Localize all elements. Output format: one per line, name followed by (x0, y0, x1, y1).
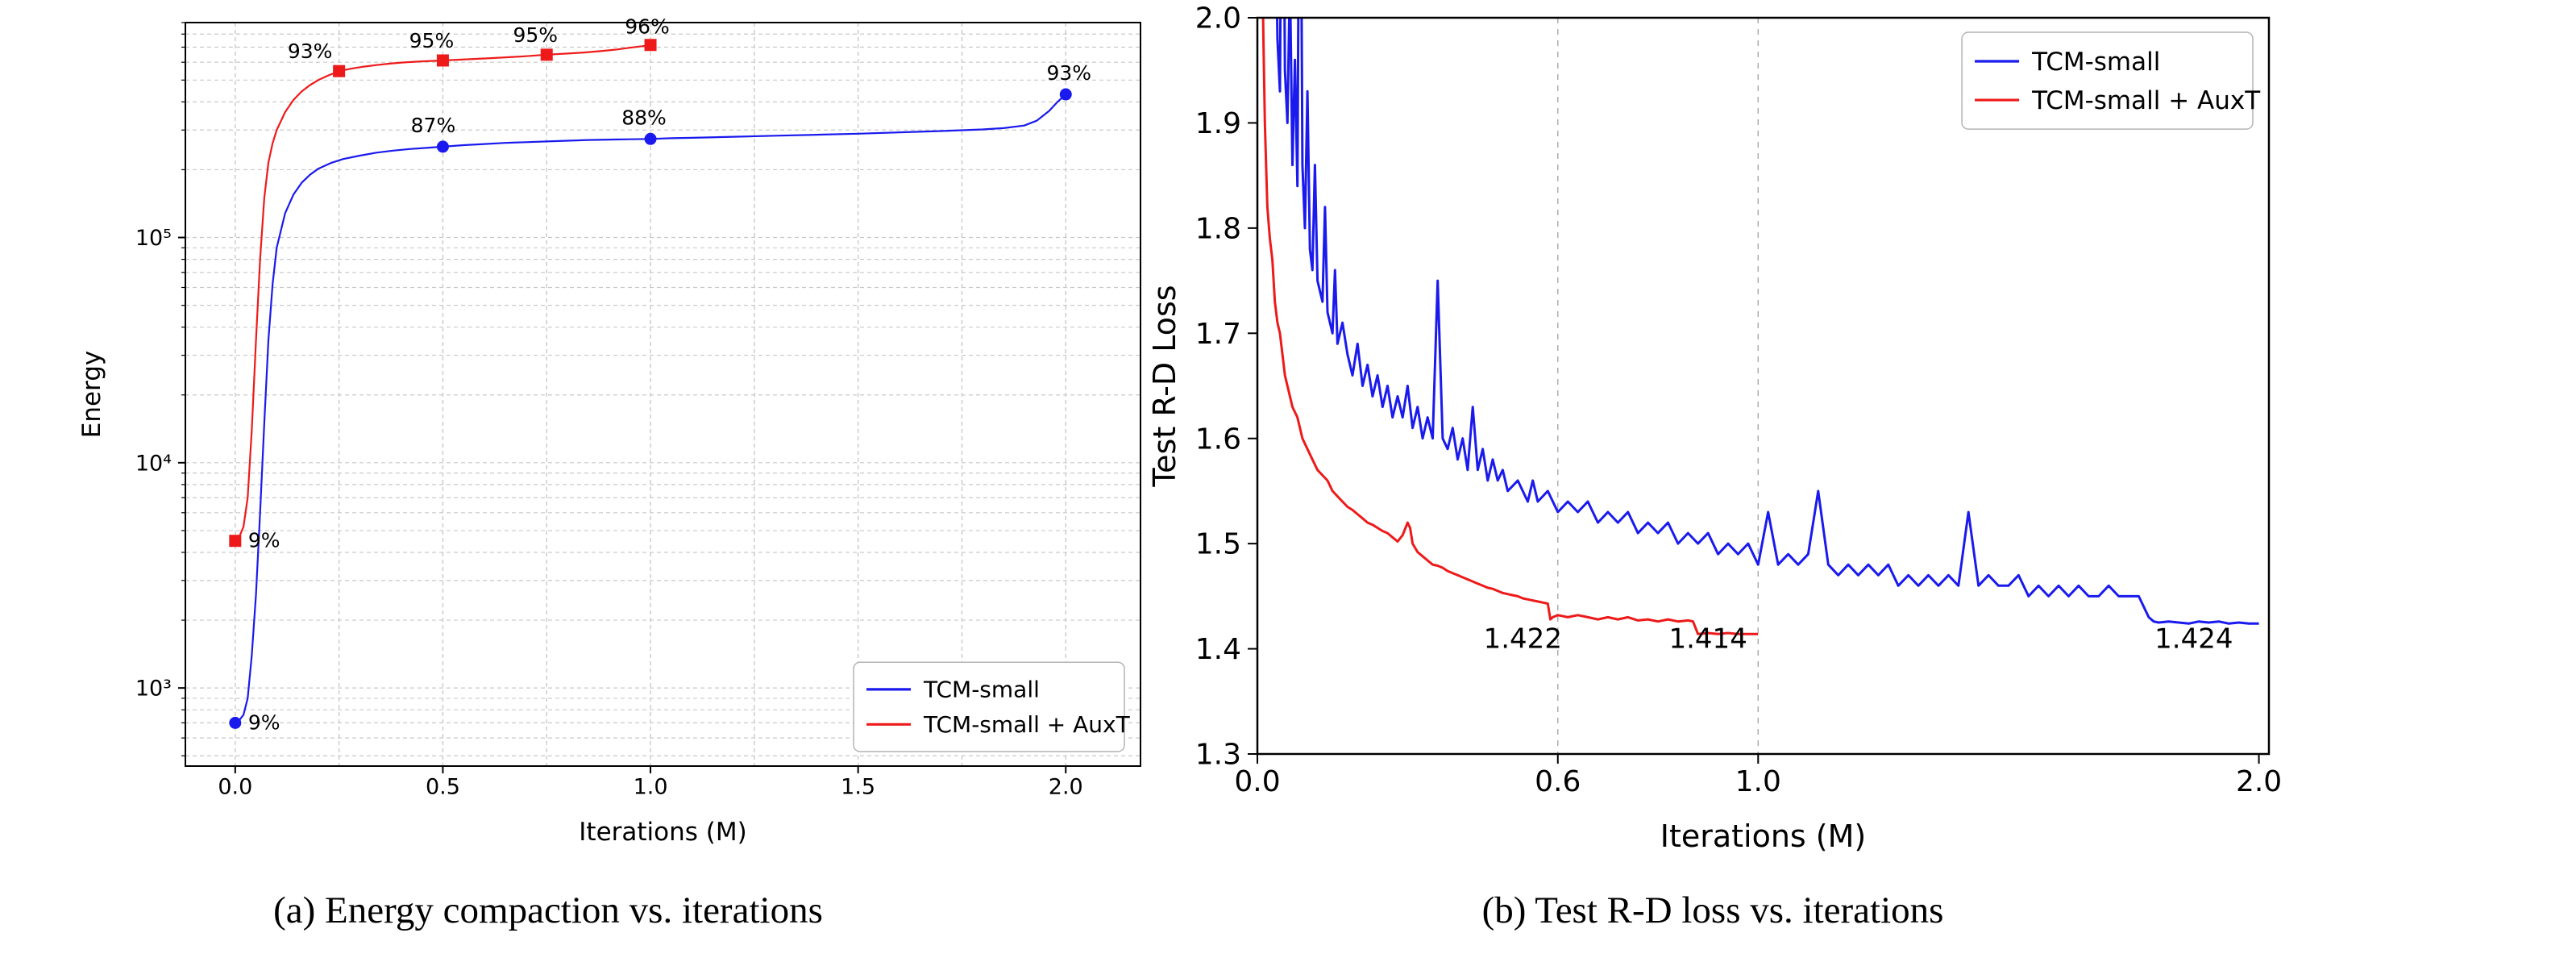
data-marker (644, 132, 657, 145)
point-annotation: 87% (411, 114, 456, 137)
y-tick-label: 10³ (135, 677, 172, 702)
series-tcm-small-auxt (1261, 18, 1759, 635)
x-tick-label: 1.0 (1735, 765, 1781, 798)
y-tick-label: 1.6 (1195, 423, 1241, 456)
y-axis-label: Energy (77, 351, 106, 439)
point-annotation: 95% (513, 23, 558, 47)
y-tick-label: 1.5 (1195, 528, 1241, 561)
y-tick-label: 1.8 (1195, 212, 1241, 245)
y-tick-label: 1.4 (1195, 633, 1241, 666)
legend-label: TCM-small + AuxT (923, 711, 1131, 738)
axes: 0.0 0.5 1.0 1.5 2.0 10³ 10⁴ 10⁵ Iterations (M) En… (77, 22, 1083, 847)
point-annotation: 95% (409, 29, 455, 52)
point-annotation: 9% (248, 710, 280, 734)
subfigure-b: 0.0 0.6 1.0 2.0 1.3 1.4 1.5 1.6 1.7 1.8 1.9 2.0 Iter… (1128, 0, 2297, 874)
legend-box (853, 661, 1125, 752)
caption-a: (a) Energy compaction vs. iterations (273, 889, 823, 931)
series-tcm-small-auxt: 9% 93% 95% 95% 96% (229, 15, 670, 552)
x-tick-label: 0.0 (218, 775, 252, 800)
legend: TCM-small TCM-small + AuxT (853, 661, 1131, 752)
point-annotation: 96% (625, 15, 670, 39)
value-annotation: 1.422 (1484, 623, 1562, 655)
x-tick-label: 1.0 (634, 775, 668, 800)
y-tick-label: 1.3 (1195, 739, 1241, 772)
plot-border (185, 22, 1141, 767)
point-annotation: 88% (621, 106, 667, 129)
value-annotation: 1.414 (1668, 623, 1747, 655)
y-tick-label: 2.0 (1195, 2, 1241, 35)
x-axis-label: Iterations (M) (579, 818, 746, 847)
energy-chart: 9% 87% 88% 93% 9% 93% 95% 95% 96% 0.0 0.5 1.0 1.5 2.0… (77, 15, 1141, 847)
value-annotation: 1.424 (2154, 623, 2233, 655)
legend-label: TCM-small (2031, 48, 2160, 77)
data-marker (436, 140, 449, 153)
x-tick-label: 1.5 (841, 775, 875, 800)
data-marker (644, 39, 657, 52)
point-annotation: 93% (288, 40, 333, 63)
data-marker (229, 535, 242, 548)
x-tick-label: 2.0 (2236, 765, 2282, 798)
legend-label: TCM-small + AuxT (2031, 86, 2261, 115)
x-tick-label: 0.0 (1234, 765, 1280, 798)
y-axis-label: Test R-D Loss (1147, 285, 1182, 487)
data-marker (333, 65, 346, 77)
subfigure-a: 9% 87% 88% 93% 9% 93% 95% 95% 96% 0.0 0.5 1.0 1.5 2.0… (32, 8, 1161, 874)
data-marker (436, 54, 449, 67)
x-tick-label: 0.5 (426, 775, 460, 800)
grid (1557, 18, 1759, 754)
data-marker (540, 48, 553, 61)
y-tick-label: 10⁴ (135, 451, 172, 476)
data-marker (229, 716, 242, 729)
x-tick-label: 2.0 (1049, 775, 1083, 800)
series-tcm-small: 9% 87% 88% 93% (229, 61, 1091, 734)
x-axis-label: Iterations (M) (1660, 818, 1867, 854)
legend: TCM-small TCM-small + AuxT (1961, 31, 2261, 130)
grid (185, 22, 1141, 766)
data-marker (1059, 88, 1072, 101)
point-annotation: 93% (1046, 61, 1091, 85)
y-tick-label: 10⁵ (135, 226, 172, 251)
legend-box (1961, 31, 2254, 130)
rd-loss-chart: 0.0 0.6 1.0 2.0 1.3 1.4 1.5 1.6 1.7 1.8 1.9 2.0 Iter… (1147, 2, 2282, 854)
y-tick-label: 1.9 (1195, 107, 1241, 140)
axes: 0.0 0.6 1.0 2.0 1.3 1.4 1.5 1.6 1.7 1.8 1.9 2.0 Iter… (1147, 2, 2282, 854)
series-tcm-small (1276, 18, 2259, 625)
y-tick-label: 1.7 (1195, 318, 1241, 351)
caption-b: (b) Test R-D loss vs. iterations (1481, 889, 1944, 931)
x-tick-label: 0.6 (1535, 765, 1581, 798)
legend-label: TCM-small (923, 677, 1040, 703)
point-annotation: 9% (248, 529, 280, 552)
plot-border (1256, 16, 2271, 756)
